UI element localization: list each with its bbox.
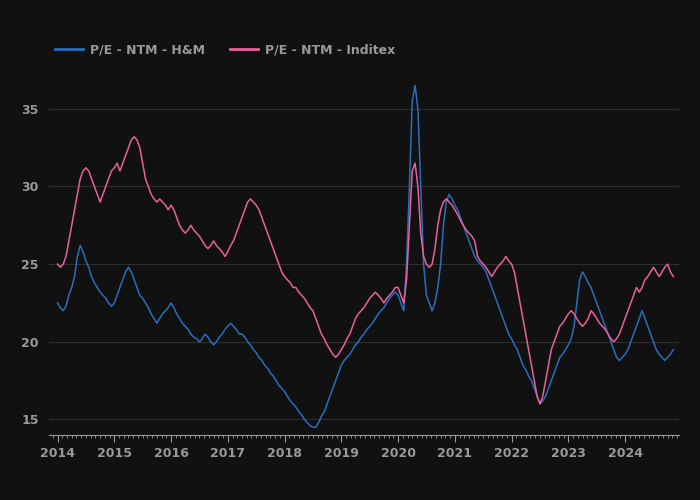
Legend: P/E - NTM - H&M, P/E - NTM - Inditex: P/E - NTM - H&M, P/E - NTM - Inditex [55, 44, 395, 57]
